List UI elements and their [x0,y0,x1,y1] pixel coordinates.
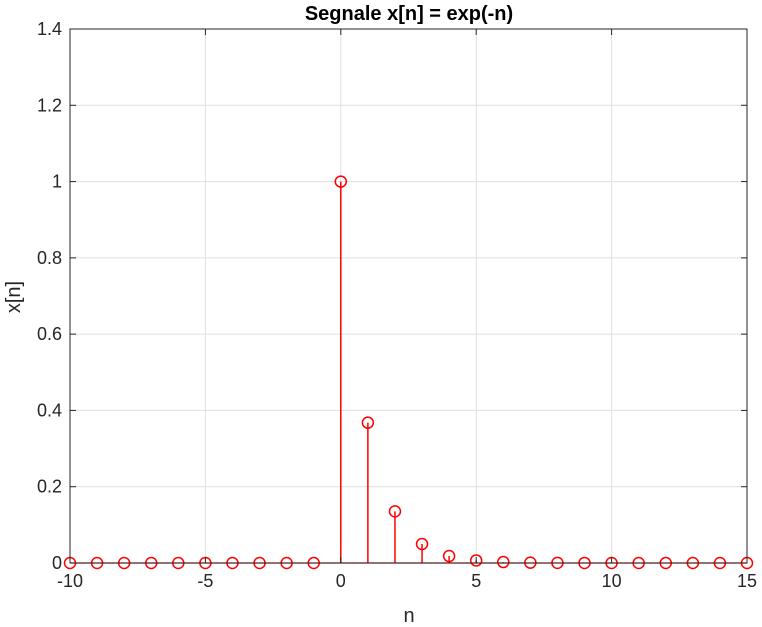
y-tick-label: 1.2 [37,95,62,115]
y-tick-label: 1 [52,172,62,192]
stem-marker [415,537,429,551]
stem-marker [334,175,348,188]
x-tick-label: 15 [737,571,757,591]
axes-box [69,28,748,564]
stem-marker [388,505,402,518]
x-tick-label: -10 [57,571,83,591]
chart-title: Segnale x[n] = exp(-n) [305,3,513,25]
y-tick-label: 0 [52,553,62,573]
y-axis-label: x[n] [3,281,25,313]
x-tick-label: 5 [471,571,481,591]
y-tick-label: 0.4 [37,400,62,420]
y-ticks: 0 0.2 0.4 0.6 0.8 1 1.2 1.4 [37,19,747,573]
y-tick-label: 0.6 [37,324,62,344]
stem-marker [469,554,483,567]
x-ticks: -10 -5 0 5 10 15 [57,29,757,591]
y-tick-label: 1.4 [37,19,62,39]
stem-marker [442,549,456,563]
grid [69,28,748,564]
x-axis-label: n [403,605,414,627]
axes-frame [69,28,748,564]
y-tick-label: 0.2 [37,477,62,497]
x-tick-label: 10 [602,571,622,591]
stem-marker [497,555,510,569]
x-tick-label: 0 [336,571,346,591]
y-tick-label: 0.8 [37,248,62,268]
stems [63,175,754,570]
x-tick-label: -5 [197,571,213,591]
stem-marker [361,416,375,429]
